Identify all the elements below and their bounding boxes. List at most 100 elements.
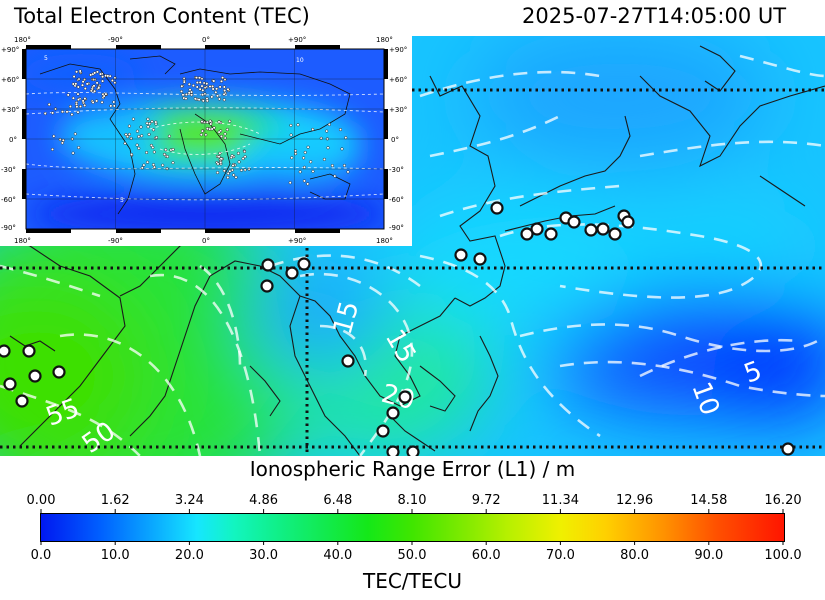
inset-station-dot [127, 132, 131, 136]
inset-station-dot [311, 127, 315, 131]
station-marker [520, 227, 534, 241]
inset-station-dot [208, 84, 212, 89]
inset-station-dot [179, 89, 184, 93]
inset-lon-label-bottom: 180° [376, 237, 393, 245]
station-marker [454, 248, 468, 262]
inset-contour-label: 5 [44, 55, 48, 62]
station-marker [596, 222, 610, 236]
inset-station-dot [137, 146, 141, 150]
inset-station-dot [75, 70, 79, 74]
inset-station-dot [47, 102, 51, 107]
inset-station-dot [200, 84, 204, 88]
inset-station-dot [100, 100, 104, 104]
inset-station-dot [210, 95, 214, 99]
inset-station-dot [200, 119, 204, 124]
inset-station-dot [216, 162, 220, 166]
range-tick-label: 14.58 [690, 493, 727, 508]
inset-station-dot [346, 170, 350, 174]
inset-station-dot [193, 97, 197, 101]
inset-station-dot [229, 155, 233, 160]
station-marker [28, 369, 42, 383]
inset-station-dot [215, 87, 219, 91]
inset-station-dot [124, 132, 128, 137]
inset-station-dot [93, 71, 97, 75]
station-marker [544, 227, 558, 241]
inset-station-dot [139, 125, 143, 129]
inset-station-dot [325, 129, 329, 133]
inset-stations [43, 69, 350, 186]
inset-station-dot [152, 150, 156, 154]
inset-station-dot [181, 93, 185, 97]
inset-station-dot [289, 123, 293, 127]
inset-station-dot [145, 150, 149, 155]
tec-tick-label: 60.0 [472, 548, 501, 563]
inset-station-dot [302, 179, 306, 183]
inset-station-dot [199, 133, 203, 137]
map-title: Total Electron Content (TEC) [14, 4, 310, 28]
tec-tick-label: 90.0 [694, 548, 723, 563]
inset-lat-label-right: +90° [389, 46, 407, 54]
inset-lon-label-top: +90° [288, 36, 306, 44]
inset-station-dot [77, 146, 81, 150]
inset-station-dot [76, 92, 80, 96]
tec-tick-label: 80.0 [620, 548, 649, 563]
regional-tec-map: 55 50 15 15 20 10 5 [0, 36, 825, 456]
inset-station-dot [60, 141, 64, 145]
inset-station-dot [74, 82, 78, 86]
inset-station-dot [309, 160, 313, 164]
inset-station-dot [68, 104, 72, 109]
inset-station-dot [215, 94, 220, 98]
tec-tick-label: 100.0 [764, 548, 801, 563]
inset-station-dot [127, 124, 131, 128]
inset-station-dot [184, 97, 188, 101]
inset-lat-label-right: -30° [389, 166, 404, 174]
inset-station-dot [92, 84, 96, 88]
inset-station-dot [197, 98, 201, 102]
inset-station-dot [83, 103, 87, 107]
station-marker [376, 424, 390, 438]
inset-station-dot [219, 79, 224, 83]
station-marker [567, 215, 581, 229]
inset-contour-labels: 5 10 5 [44, 55, 304, 204]
inset-station-dot [165, 167, 169, 171]
inset-station-dot [342, 163, 346, 168]
inset-station-dot [198, 80, 202, 84]
inset-station-dot [125, 135, 130, 139]
station-marker [490, 201, 504, 215]
inset-station-dot [205, 127, 209, 131]
tec-tick-label: 70.0 [546, 548, 575, 563]
inset-station-dot [293, 149, 298, 153]
station-marker [781, 442, 795, 456]
inset-station-dot [112, 100, 116, 104]
range-tick-label: 0.00 [27, 493, 56, 508]
inset-station-dot [80, 83, 85, 87]
inset-station-dot [243, 149, 247, 154]
inset-lat-label-left: +30° [1, 106, 19, 114]
inset-station-dot [338, 128, 343, 132]
inset-station-dot [73, 132, 77, 136]
range-tick-label: 8.10 [398, 493, 427, 508]
inset-station-dot [212, 79, 216, 83]
inset-station-dot [298, 170, 302, 174]
inset-station-dot [145, 160, 150, 164]
inset-lon-label-bottom: 0° [202, 237, 210, 245]
tec-colorbar [40, 513, 785, 542]
inset-station-dot [195, 81, 199, 85]
inset-station-dot [142, 163, 146, 167]
station-marker [285, 266, 299, 280]
inset-station-dot [151, 128, 156, 132]
inset-station-dot [208, 119, 212, 123]
inset-station-dot [201, 88, 205, 92]
inset-station-dot [296, 123, 300, 127]
inset-station-dot [162, 152, 167, 156]
inset-station-dot [167, 134, 171, 138]
inset-station-dot [95, 81, 99, 85]
inset-lat-label-left: +90° [1, 46, 19, 54]
tec-unit-label: TEC/TECU [362, 569, 462, 593]
tec-contours [0, 54, 825, 456]
range-tick-label: 12.96 [616, 493, 653, 508]
station-marker [297, 257, 311, 271]
inset-station-dot [306, 145, 310, 149]
inset-station-dot [205, 82, 209, 86]
inset-station-dot [81, 99, 85, 103]
